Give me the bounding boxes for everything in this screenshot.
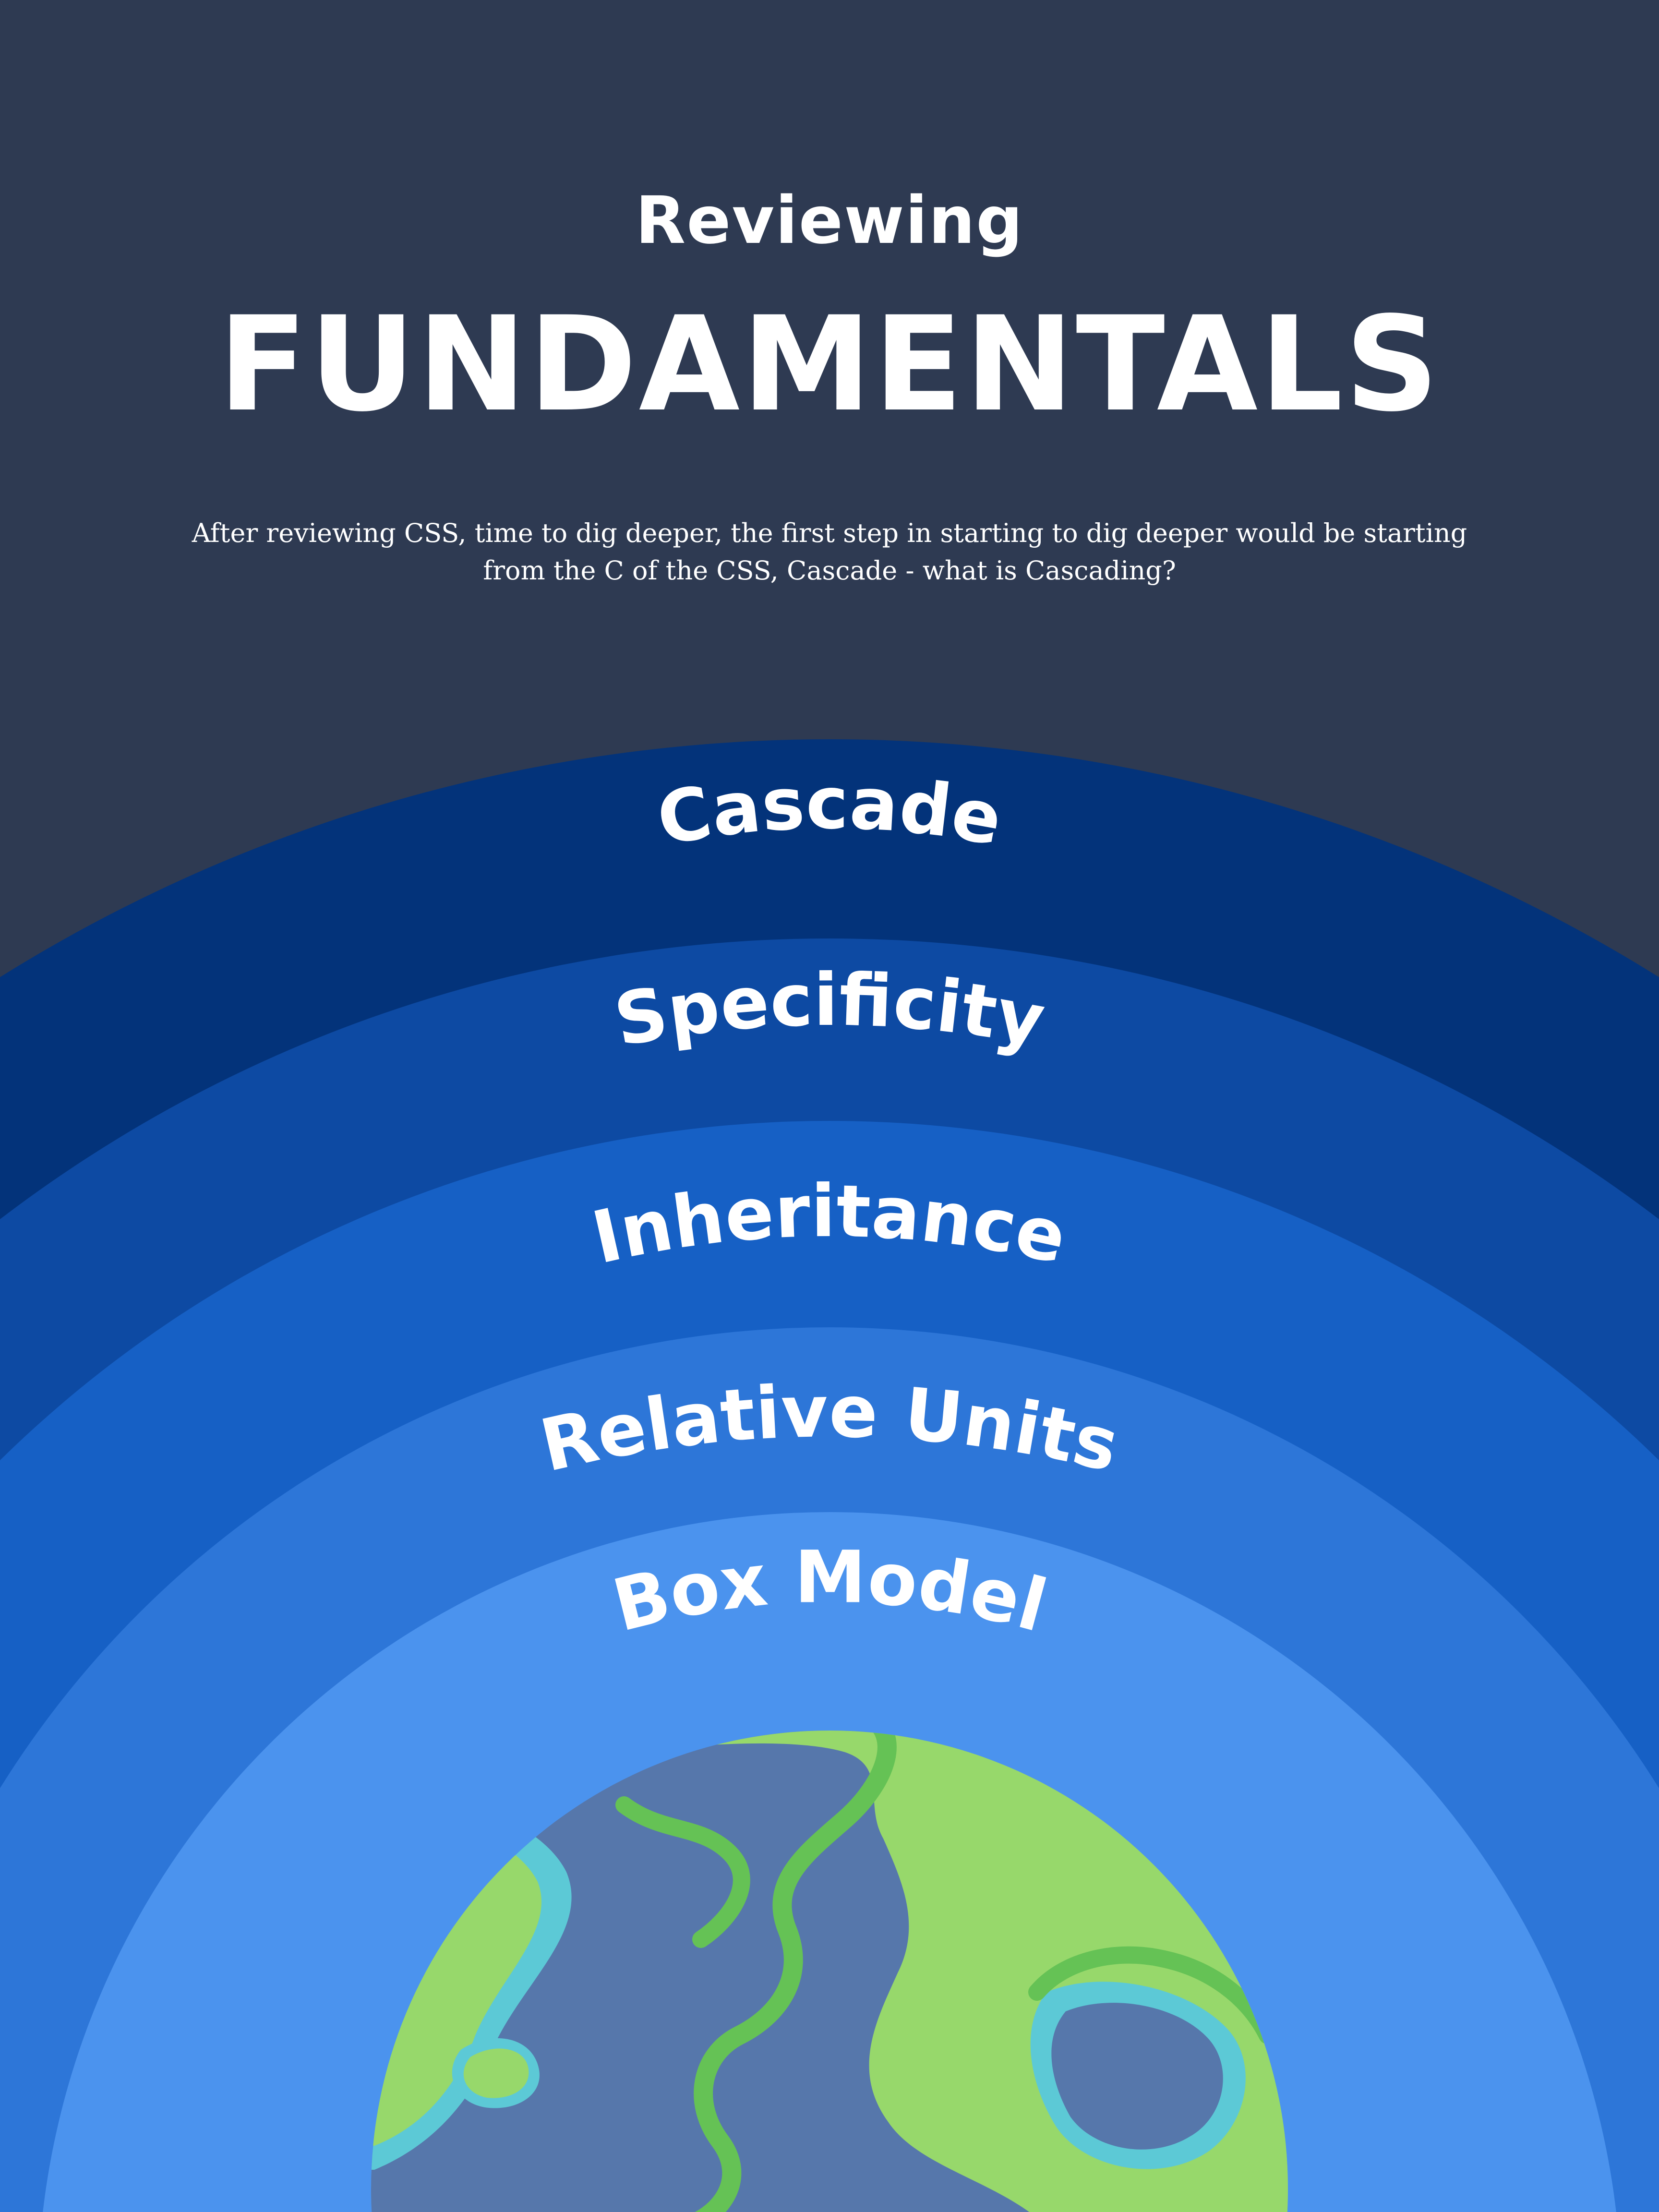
eyebrow-heading: Reviewing: [635, 183, 1024, 259]
intro-paragraph: After reviewing CSS, time to dig deeper,…: [192, 518, 1467, 586]
page-title: FUNDAMENTALS: [218, 289, 1441, 441]
